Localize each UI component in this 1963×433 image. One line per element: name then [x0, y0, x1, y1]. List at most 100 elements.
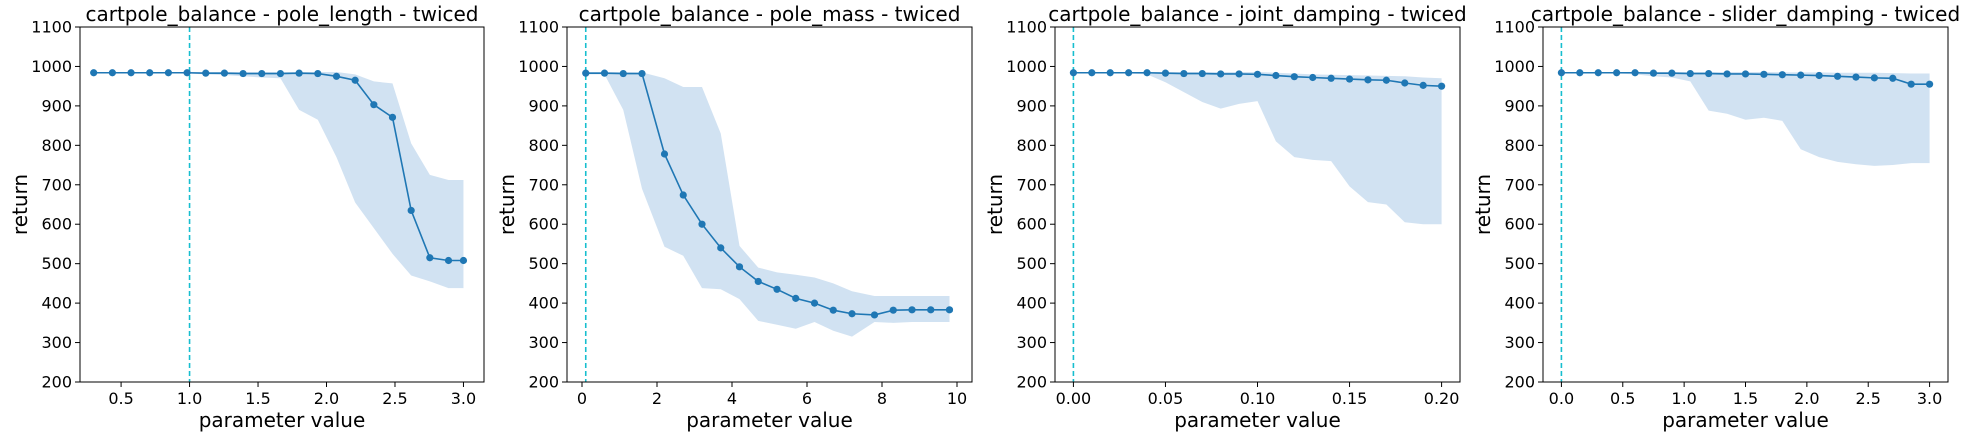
x-tick-label: 3.0 [1917, 389, 1942, 408]
x-axis-label: parameter value [686, 408, 853, 432]
confidence-band [1073, 71, 1442, 225]
data-point [1106, 69, 1114, 77]
x-tick-label: 10 [947, 389, 967, 408]
data-point [164, 69, 173, 77]
data-point [1613, 69, 1621, 77]
confidence-band [585, 71, 950, 337]
data-point [829, 306, 837, 314]
data-point [927, 306, 935, 314]
data-point [388, 113, 397, 121]
x-tick-label: 2.0 [1794, 389, 1819, 408]
data-point [1594, 69, 1602, 77]
data-point [1345, 75, 1354, 83]
confidence-band [93, 71, 464, 289]
y-tick-label: 900 [41, 96, 72, 115]
y-tick-label: 400 [1504, 294, 1535, 313]
x-tick-label: 1.5 [1733, 389, 1758, 408]
y-tick-label: 1100 [1006, 18, 1047, 37]
y-tick-label: 500 [41, 254, 72, 273]
data-point [679, 191, 687, 199]
data-point [1401, 79, 1409, 87]
x-tick-label: 1.0 [177, 389, 202, 408]
data-point [1815, 71, 1823, 80]
data-point [1870, 74, 1878, 82]
y-axis-label: return [8, 174, 32, 235]
x-tick-label: 6 [802, 389, 812, 408]
y-axis-label: return [983, 174, 1007, 235]
y-tick-label: 1100 [518, 18, 559, 37]
data-point [735, 263, 744, 271]
data-point [332, 72, 341, 80]
data-point [127, 69, 135, 77]
y-tick-label: 700 [1016, 175, 1047, 194]
data-point [1631, 69, 1639, 77]
data-point [1235, 70, 1243, 78]
y-tick-label: 700 [41, 175, 72, 194]
y-tick-label: 700 [1504, 175, 1535, 194]
data-point [314, 69, 322, 78]
data-point [773, 285, 781, 293]
x-tick-label: 0.10 [1240, 389, 1276, 408]
y-tick-label: 1000 [1494, 57, 1535, 76]
y-tick-label: 600 [528, 215, 559, 234]
data-point [351, 76, 359, 84]
y-tick-label: 1100 [31, 18, 72, 37]
data-point [1419, 81, 1427, 89]
data-point [1741, 70, 1750, 78]
chart-panel-1: 200 300 400 500 600 700 800 900 1000 1100 0.5 1.0 1.… [8, 2, 485, 432]
chart-title: cartpole_balance - pole_mass - twiced [579, 2, 961, 26]
y-tick-label: 600 [1504, 215, 1535, 234]
x-tick-label: 3.0 [451, 389, 476, 408]
data-point [108, 69, 116, 77]
data-point [1649, 69, 1658, 77]
y-tick-label: 800 [528, 136, 559, 155]
y-tick-label: 1100 [1494, 18, 1535, 37]
data-point [638, 69, 646, 78]
x-tick-label: 2 [652, 389, 662, 408]
data-point [276, 69, 285, 78]
data-point [1088, 69, 1096, 77]
y-axis-label: return [1471, 174, 1495, 235]
data-point [202, 69, 210, 77]
data-point [1309, 73, 1317, 82]
x-tick-label: 0 [577, 389, 587, 408]
data-point [1272, 71, 1280, 80]
y-tick-label: 800 [1504, 136, 1535, 155]
data-point [1382, 76, 1390, 84]
data-point [1778, 71, 1786, 79]
y-tick-label: 500 [1016, 254, 1047, 273]
x-tick-label: 2.5 [382, 389, 407, 408]
data-point [295, 69, 303, 77]
y-tick-label: 800 [1016, 136, 1047, 155]
x-tick-label: 0.5 [1610, 389, 1635, 408]
confidence-band [1561, 71, 1930, 166]
x-axis-label: parameter value [1174, 408, 1341, 432]
x-tick-label: 8 [877, 389, 887, 408]
y-tick-label: 600 [41, 215, 72, 234]
y-tick-label: 300 [41, 333, 72, 352]
chart-title: cartpole_balance - slider_damping - twic… [1531, 2, 1960, 26]
y-tick-label: 300 [1504, 333, 1535, 352]
y-tick-label: 1000 [31, 57, 72, 76]
data-point [1557, 69, 1566, 77]
data-point [1907, 80, 1915, 88]
data-point [426, 254, 434, 262]
data-point [258, 69, 266, 78]
data-point [1125, 69, 1133, 77]
data-point [1327, 74, 1335, 82]
data-point [1198, 69, 1206, 78]
chart-panel-2: 200 300 400 500 600 700 800 900 1000 1100 0 2 4 6 8 10 c… [495, 2, 973, 432]
x-tick-label: 2.0 [314, 389, 339, 408]
y-tick-label: 900 [528, 96, 559, 115]
data-point [792, 294, 800, 302]
data-point [1253, 70, 1262, 78]
y-tick-label: 300 [1016, 333, 1047, 352]
y-axis-label: return [495, 174, 519, 235]
y-tick-label: 600 [1016, 215, 1047, 234]
data-point [1852, 73, 1860, 81]
chart-panel-3: 200 300 400 500 600 700 800 900 1000 1100 0.00 0.05… [983, 2, 1467, 432]
y-tick-label: 1000 [1006, 57, 1047, 76]
data-point [698, 220, 706, 228]
data-point [1925, 80, 1934, 88]
data-point [1364, 76, 1372, 84]
